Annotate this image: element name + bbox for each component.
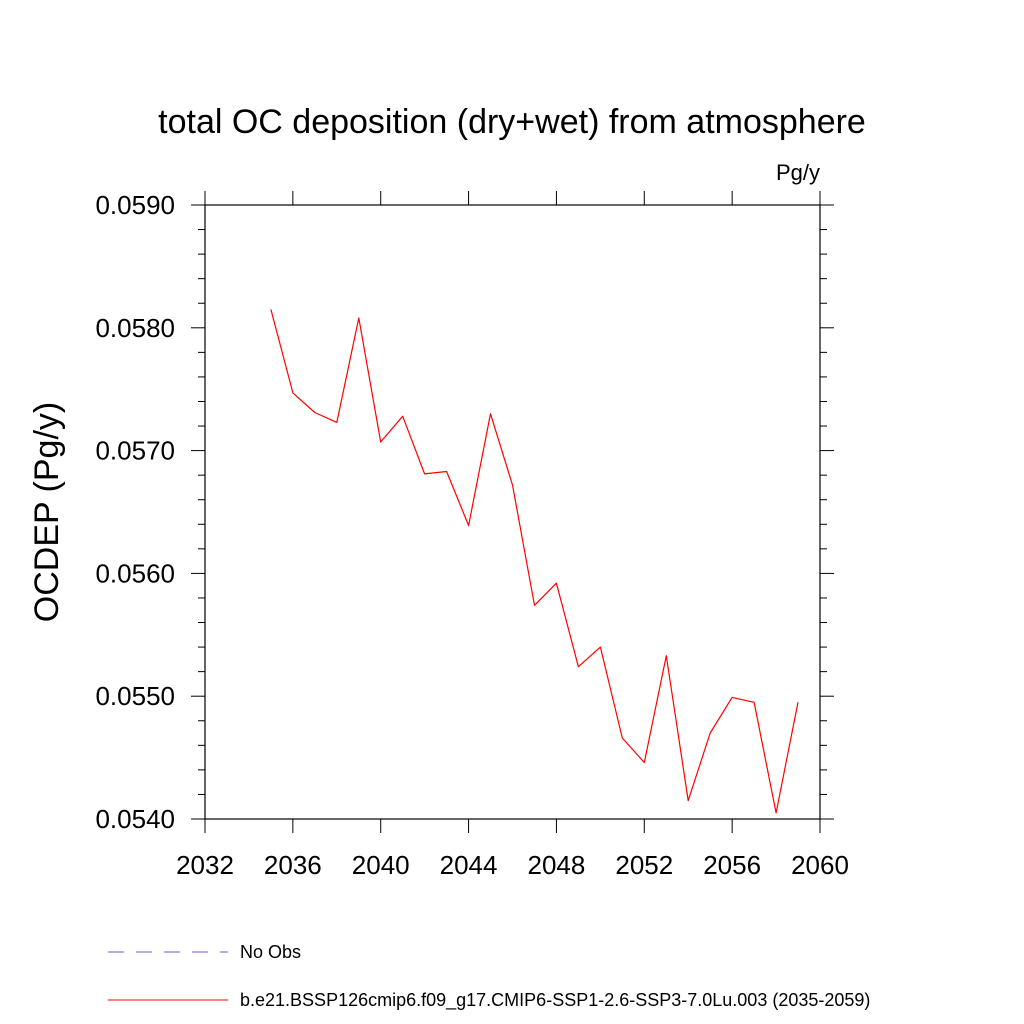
legend-label: b.e21.BSSP126cmip6.f09_g17.CMIP6-SSP1-2.… (240, 990, 870, 1011)
chart-title: total OC deposition (dry+wet) from atmos… (158, 103, 866, 141)
plot-frame (204, 204, 821, 820)
legend-label: No Obs (240, 942, 301, 962)
y-axis-label: OCDEP (Pg/y) (28, 402, 66, 622)
x-tick-label: 2032 (176, 850, 234, 880)
x-tick-label: 2056 (703, 850, 761, 880)
tick-marks (191, 191, 834, 833)
y-tick-label: 0.0590 (95, 190, 175, 220)
x-tick-label: 2044 (440, 850, 498, 880)
y-tick-label: 0.0570 (95, 436, 175, 466)
x-tick-label: 2060 (791, 850, 849, 880)
y-tick-label: 0.0580 (95, 313, 175, 343)
x-tick-label: 2052 (615, 850, 673, 880)
y-tick-label: 0.0540 (95, 804, 175, 834)
legend: No Obs b.e21.BSSP126cmip6.f09_g17.CMIP6-S… (108, 942, 870, 1011)
y-tick-label: 0.0550 (95, 681, 175, 711)
x-tick-label: 2048 (528, 850, 586, 880)
series-line (270, 309, 799, 814)
y-tick-labels: 0.0540 0.0550 0.0560 0.0570 0.0580 0.0590 (95, 190, 175, 834)
y-tick-label: 0.0560 (95, 558, 175, 588)
x-tick-label: 2040 (352, 850, 410, 880)
x-tick-labels: 2032 2036 2040 2044 2048 2052 2056 2060 (176, 850, 849, 880)
series-layer (270, 309, 799, 814)
x-tick-label: 2036 (264, 850, 322, 880)
units-label: Pg/y (776, 160, 820, 185)
